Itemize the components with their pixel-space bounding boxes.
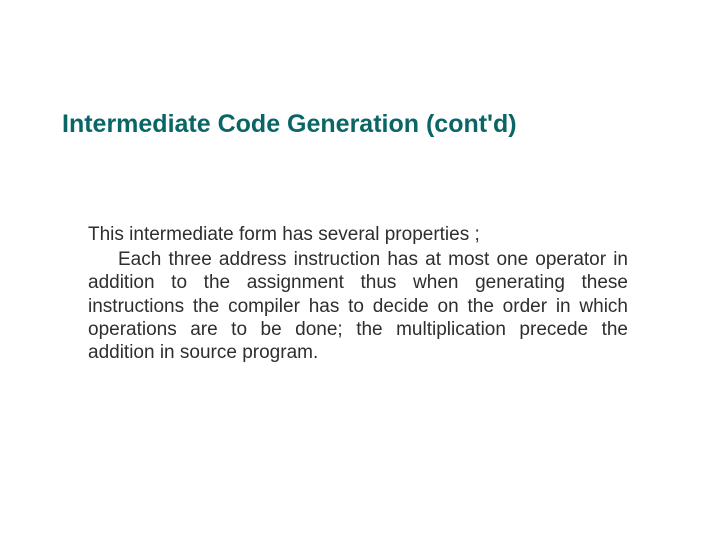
slide-title: Intermediate Code Generation (cont'd) <box>62 110 658 139</box>
body-intro-line: This intermediate form has several prope… <box>88 223 628 246</box>
slide: Intermediate Code Generation (cont'd) Th… <box>0 0 720 540</box>
body-paragraph: Each three address instruction has at mo… <box>88 248 628 364</box>
slide-body: This intermediate form has several prope… <box>88 223 628 364</box>
